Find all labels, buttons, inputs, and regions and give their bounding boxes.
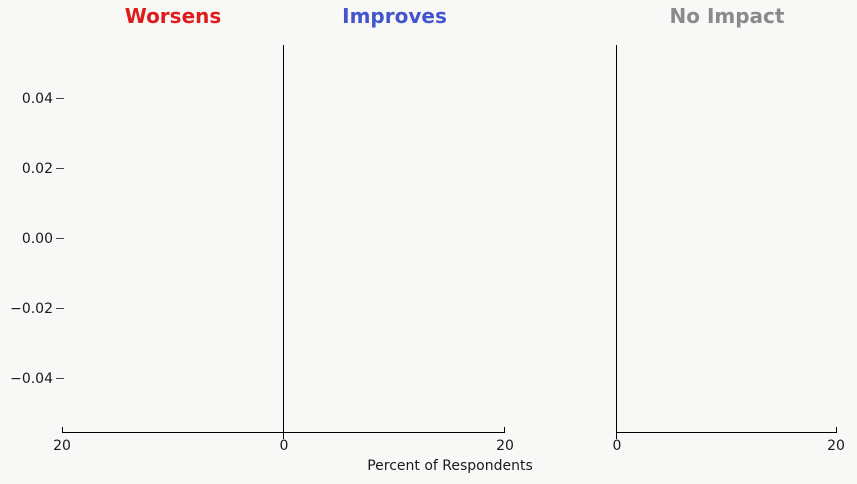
y-tick-mark — [56, 308, 64, 310]
y-tick-label: −0.04 — [10, 371, 53, 387]
x-axis-line-right-panel — [616, 432, 837, 434]
y-tick-mark — [56, 168, 64, 170]
y-tick-mark — [56, 98, 64, 100]
x-tick-label: 20 — [827, 438, 845, 454]
x-tick-label: 0 — [612, 438, 622, 454]
y-tick-label: −0.02 — [10, 301, 53, 317]
y-tick-label: 0.00 — [21, 231, 53, 247]
panel-header-no-impact: No Impact — [669, 4, 785, 28]
x-tick-label: 20 — [53, 438, 71, 454]
x-axis-end-cap — [836, 427, 838, 434]
panel-header-worsens: Worsens — [124, 4, 222, 28]
y-tick-mark — [56, 238, 64, 240]
y-tick-mark — [56, 378, 64, 380]
x-tick-label: 0 — [279, 438, 289, 454]
y-tick-label: 0.04 — [21, 91, 53, 107]
zero-line-right-panel — [616, 45, 618, 439]
zero-line-left-panel — [283, 45, 285, 439]
x-tick-label: 20 — [496, 438, 514, 454]
x-axis-end-cap — [504, 427, 506, 434]
x-axis-title: Percent of Respondents — [367, 458, 533, 474]
x-axis-end-cap — [62, 427, 64, 434]
x-axis-line-left-panel — [62, 432, 505, 434]
panel-header-improves: Improves — [342, 4, 447, 28]
y-tick-label: 0.02 — [21, 161, 53, 177]
